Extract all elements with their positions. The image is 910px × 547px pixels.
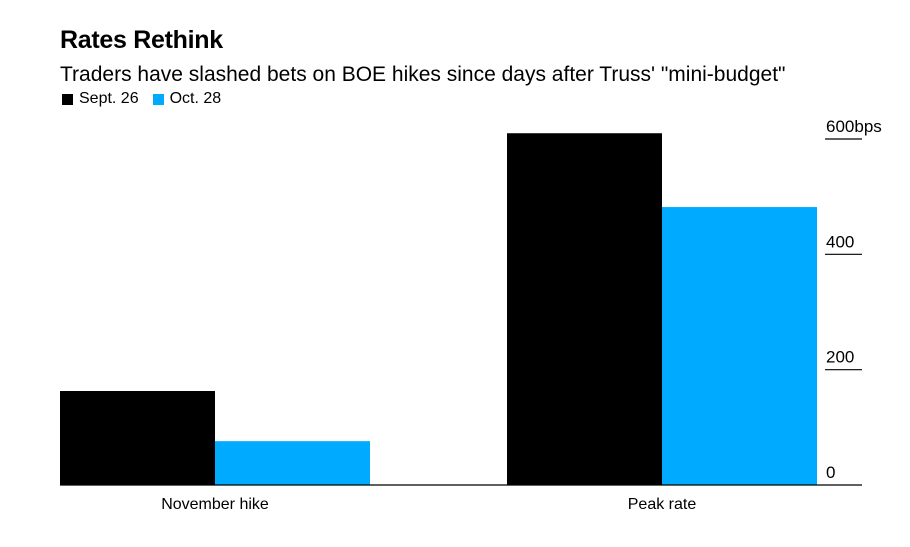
bar-november-hike-oct (215, 441, 370, 485)
chart-title: Rates Rethink (60, 26, 223, 54)
legend-swatch-oct (152, 93, 164, 105)
legend-item-sept: Sept. 26 (62, 90, 139, 108)
legend-label-sept: Sept. 26 (79, 90, 139, 107)
legend-swatch-sept (62, 93, 73, 105)
y-tick-label: 200 (826, 348, 854, 367)
chart-subtitle: Traders have slashed bets on BOE hikes s… (60, 63, 786, 86)
legend: Sept. 26 Oct. 28 (62, 90, 235, 108)
y-tick-label: 0 (826, 463, 835, 482)
bar-peak-rate-oct (662, 207, 817, 485)
bar-peak-rate-sept (507, 133, 662, 485)
bar-november-hike-sept (60, 391, 215, 485)
x-tick-label: November hike (161, 496, 269, 513)
y-tick-label: 600bps (826, 117, 882, 136)
legend-label-oct: Oct. 28 (169, 90, 222, 107)
x-tick-label: Peak rate (628, 496, 697, 513)
y-tick-label: 400 (826, 232, 854, 251)
legend-item-oct: Oct. 28 (152, 90, 222, 108)
